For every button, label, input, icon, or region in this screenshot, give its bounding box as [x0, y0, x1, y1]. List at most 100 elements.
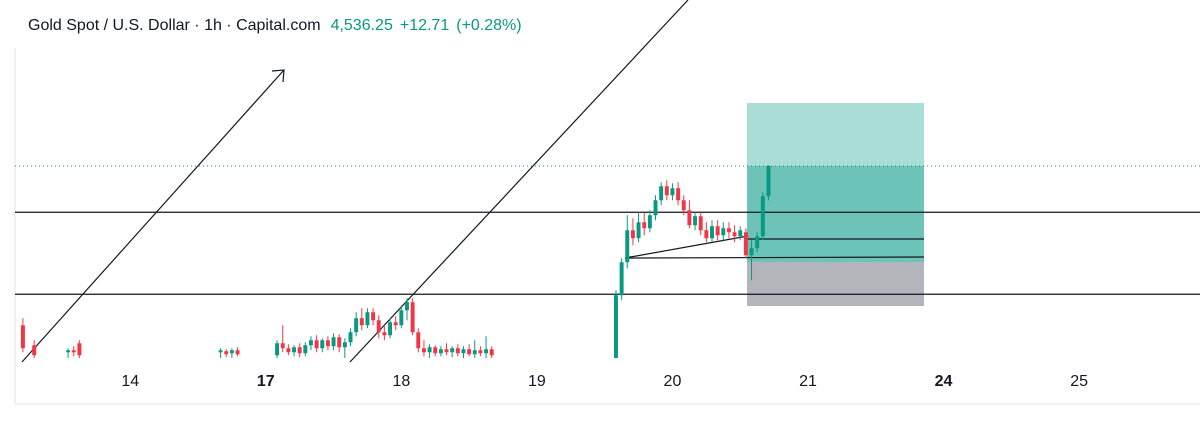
candle-body [308, 340, 313, 346]
candle-body [642, 222, 647, 229]
candle-body [32, 345, 37, 356]
candle-body [433, 347, 438, 354]
candle-body [755, 236, 760, 249]
target-zone [747, 103, 924, 166]
candle-body [66, 350, 71, 353]
x-tick-label: 14 [121, 373, 139, 390]
profit-zone [747, 166, 924, 262]
header: Gold Spot / U.S. Dollar · 1h · Capital.c… [28, 17, 522, 34]
candle-body [647, 215, 652, 229]
candle-body [371, 312, 376, 321]
candle-body [704, 230, 709, 239]
candle-body [698, 216, 703, 231]
candle-body [275, 343, 280, 356]
candle-body [760, 196, 765, 237]
candle-body [721, 228, 726, 236]
candle-body [286, 348, 291, 353]
candle-body [726, 228, 731, 233]
candle-body [664, 186, 669, 196]
candle-body [659, 186, 664, 201]
candle-body [224, 351, 229, 355]
stop-zone [747, 262, 924, 306]
candle-body [325, 340, 330, 347]
candle-body [681, 200, 686, 211]
candle-body [636, 222, 641, 239]
x-tick-label: 21 [799, 373, 817, 390]
candle-body [427, 347, 432, 353]
last-price: 4,536.25 [331, 17, 393, 34]
candle-body [743, 232, 748, 256]
chart-title: Gold Spot / U.S. Dollar · 1h · Capital.c… [28, 17, 321, 34]
candle-body [749, 248, 754, 256]
candle-body [676, 188, 681, 201]
candle-body [77, 343, 82, 356]
candle-body [687, 210, 692, 226]
candle-body [710, 226, 714, 239]
candle-body [359, 318, 364, 326]
candle-body [342, 342, 347, 348]
candle-body [354, 318, 359, 333]
candle-body [625, 230, 630, 263]
candle-body [416, 332, 421, 349]
candle-body [218, 350, 223, 353]
trend-line [624, 235, 749, 259]
x-tick-label: 18 [392, 373, 410, 390]
x-tick-label: 17 [257, 373, 275, 390]
candle-body [382, 332, 387, 336]
candle-body [410, 302, 415, 333]
candle-body [71, 350, 76, 353]
candle-body [421, 348, 426, 353]
candle-body [20, 325, 25, 349]
channel-line [349, 0, 689, 363]
candle-body [619, 262, 624, 296]
x-tick-label: 20 [664, 373, 682, 390]
candle-body [438, 349, 443, 354]
candle-body [613, 295, 618, 358]
candle-body [292, 347, 296, 353]
candle-body [399, 310, 404, 326]
candle-body [365, 312, 370, 326]
arrow-line [21, 69, 285, 363]
candle-body [766, 166, 771, 197]
candle-body [489, 349, 494, 356]
candle-body [461, 349, 466, 354]
candle-body [715, 226, 720, 236]
candle-body [331, 337, 336, 347]
candle-body [376, 320, 381, 333]
x-tick-label: 25 [1070, 373, 1088, 390]
candle-body [393, 322, 398, 326]
candle-body [405, 302, 409, 311]
candle-body [303, 345, 308, 354]
candle-body [670, 188, 675, 196]
candle-body [388, 322, 393, 336]
candles [20, 165, 771, 358]
candle-body [337, 337, 342, 348]
levels [15, 165, 1200, 295]
candle-body [320, 340, 325, 349]
candle-body [693, 216, 698, 226]
candle-body [478, 350, 483, 354]
candle-body [229, 350, 234, 354]
candle-body [444, 349, 449, 353]
candle-body [280, 343, 285, 349]
candle-body [314, 340, 319, 349]
candle-body [467, 349, 472, 355]
price-change-percent: (+0.28%) [456, 17, 521, 34]
candle-body [732, 232, 737, 237]
candle-body [235, 350, 240, 355]
support-line [624, 256, 925, 259]
arrow-head [271, 69, 285, 83]
candle-body [455, 348, 460, 354]
candle-body [653, 200, 658, 216]
price-change: +12.71 [400, 17, 449, 34]
candle-body [472, 350, 477, 355]
candle-body [484, 349, 489, 354]
x-tick-label: 19 [528, 373, 546, 390]
candle-body [738, 230, 743, 237]
candle-body [297, 347, 302, 354]
candle-body [348, 332, 353, 343]
candle-body [630, 230, 635, 239]
candle-body [450, 348, 455, 353]
